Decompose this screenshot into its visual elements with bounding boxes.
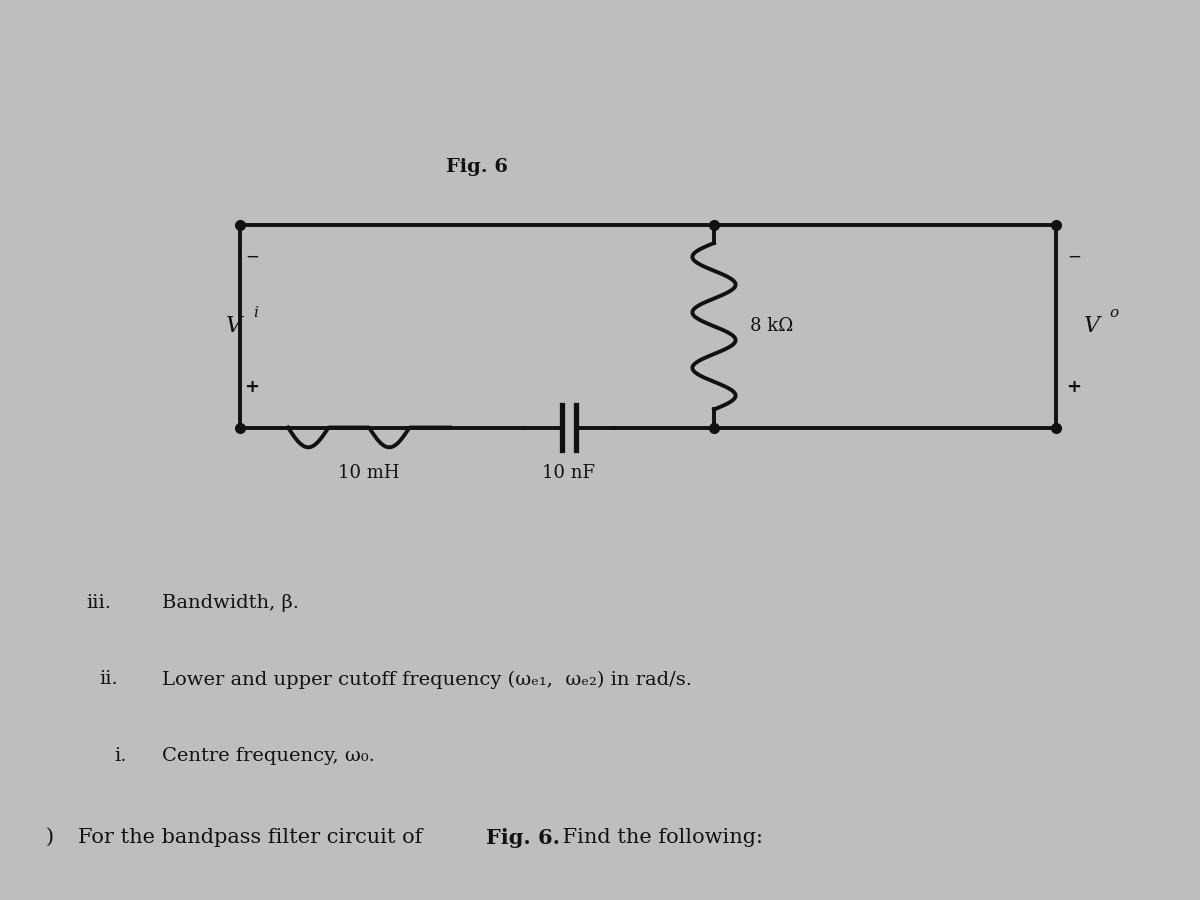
Text: −: − bbox=[1067, 248, 1081, 266]
Text: i: i bbox=[253, 306, 258, 319]
Text: ): ) bbox=[46, 828, 54, 847]
Text: For the bandpass filter circuit of: For the bandpass filter circuit of bbox=[78, 828, 430, 847]
Text: 10 mH: 10 mH bbox=[338, 464, 400, 482]
Text: Centre frequency, ω₀.: Centre frequency, ω₀. bbox=[162, 747, 374, 765]
Text: i.: i. bbox=[114, 747, 126, 765]
Text: Lower and upper cutoff frequency (ωₑ₁,  ωₑ₂) in rad/s.: Lower and upper cutoff frequency (ωₑ₁, ω… bbox=[162, 670, 692, 688]
Text: V: V bbox=[226, 315, 242, 338]
Text: Fig. 6: Fig. 6 bbox=[446, 158, 508, 176]
Text: −: − bbox=[245, 248, 259, 266]
Text: +: + bbox=[1067, 378, 1081, 396]
Text: V: V bbox=[1084, 315, 1100, 338]
Text: Bandwidth, β.: Bandwidth, β. bbox=[162, 594, 299, 612]
Text: iii.: iii. bbox=[86, 594, 112, 612]
Text: ii.: ii. bbox=[100, 670, 119, 688]
Text: 10 nF: 10 nF bbox=[542, 464, 595, 482]
Text: +: + bbox=[245, 378, 259, 396]
Text: Fig. 6.: Fig. 6. bbox=[486, 828, 560, 848]
Text: Find the following:: Find the following: bbox=[556, 828, 763, 847]
Text: o: o bbox=[1109, 306, 1118, 319]
Text: 8 kΩ: 8 kΩ bbox=[750, 318, 793, 336]
